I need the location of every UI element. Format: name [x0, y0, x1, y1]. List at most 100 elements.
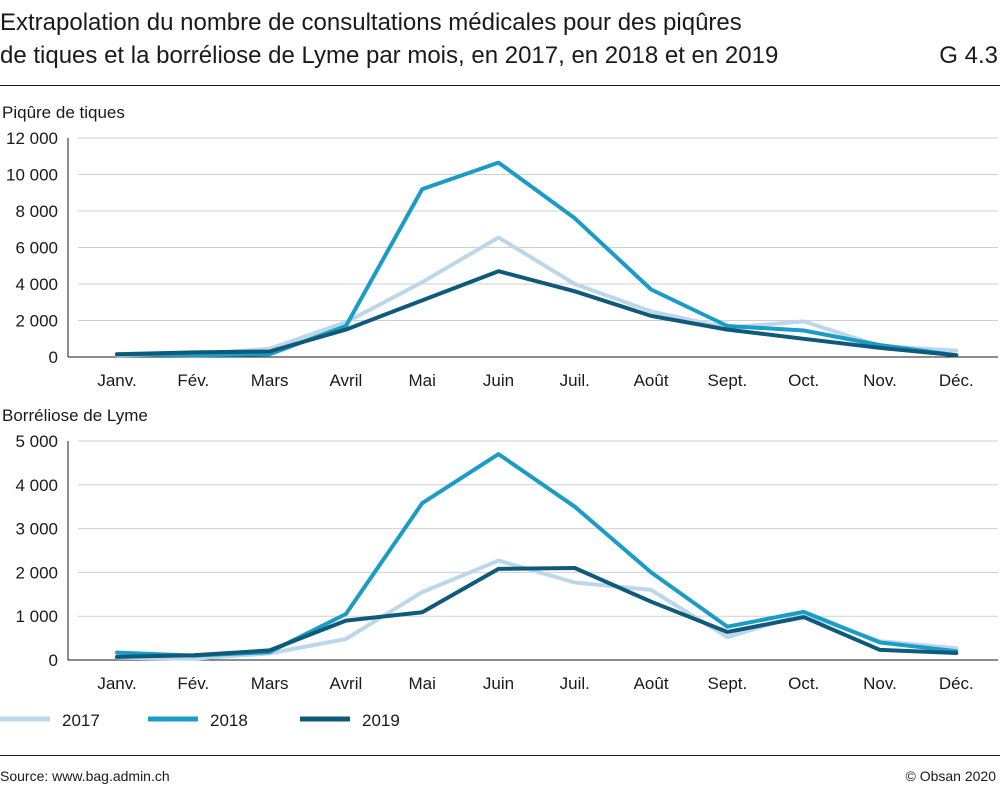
panel-title-tick-bites: Piqûre de tiques: [2, 103, 125, 122]
data-point-2018-aout: [650, 571, 652, 574]
data-point-2017-oct: [802, 320, 805, 323]
x-tick-label-oct: Oct.: [788, 371, 819, 390]
data-point-2018-mai: [421, 502, 424, 504]
data-point-2019-nov: [879, 347, 881, 349]
y-tick-label: 1 000: [15, 607, 58, 626]
data-point-2019-mai: [421, 299, 424, 302]
data-point-2019-sept: [726, 328, 729, 331]
legend-label-2018: 2018: [210, 711, 248, 730]
bottom-rule: [0, 755, 1000, 756]
data-point-2017-sept: [726, 636, 729, 639]
x-tick-label-mars: Mars: [251, 674, 289, 693]
data-point-2017-mai: [421, 281, 424, 283]
x-tick-label-dec: Déc.: [939, 674, 974, 693]
data-point-2018-juil: [574, 217, 576, 220]
panel-tick-bites: 0 2 000 4 000 6 000 8 000 10 000 12 000 Janv. Fé…: [6, 129, 998, 390]
y-tick-label: 2 000: [15, 563, 58, 582]
data-point-2019-avril: [345, 328, 347, 331]
x-tick-label-juin: Juin: [483, 371, 514, 390]
data-point-2019-fev: [192, 654, 195, 656]
y-tick-label: 3 000: [15, 520, 58, 539]
x-tick-label-mars: Mars: [251, 371, 289, 390]
series-line-2019: [115, 566, 959, 659]
data-point-2019-juil: [574, 290, 576, 293]
data-point-2019-janv: [116, 353, 118, 356]
x-tick-label-janv: Janv.: [97, 674, 136, 693]
data-point-2018-avril: [345, 613, 347, 615]
data-point-2019-mars: [268, 350, 271, 353]
x-tick-label-janv: Janv.: [97, 371, 136, 390]
series-line-2017: [115, 558, 959, 661]
data-point-2019-juin: [497, 568, 500, 570]
x-tick-label-aout: Août: [634, 674, 669, 693]
data-point-2019-aout: [650, 315, 652, 317]
x-tick-label-fev: Fév.: [177, 371, 209, 390]
x-tick-label-mai: Mai: [408, 371, 435, 390]
y-tick-label: 5 000: [15, 432, 58, 451]
data-point-2017-mars: [268, 347, 271, 350]
x-tick-label-sept: Sept.: [708, 371, 748, 390]
data-point-2019-janv: [116, 656, 118, 658]
x-tick-label-juil: Juil.: [560, 371, 590, 390]
chart-title-line-1: Extrapolation du nombre de consultations…: [0, 9, 742, 36]
y-tick-label: 4 000: [15, 275, 58, 294]
data-point-2018-aout: [650, 288, 652, 291]
data-point-2017-dec: [955, 647, 958, 649]
copyright-note: © Obsan 2020: [905, 768, 997, 784]
x-tick-label-dec: Déc.: [939, 371, 974, 390]
x-tick-label-juil: Juil.: [560, 674, 590, 693]
series-line-2019: [115, 269, 959, 358]
data-point-2019-nov: [879, 649, 881, 651]
y-tick-label: 10 000: [6, 166, 58, 185]
data-point-2017-juin: [497, 236, 500, 239]
data-point-2019-avril: [345, 619, 347, 622]
data-point-2017-fev: [192, 657, 195, 660]
source-note: Source: www.bag.admin.ch: [0, 768, 170, 784]
legend-label-2019: 2019: [362, 711, 400, 730]
data-point-2019-juil: [574, 567, 576, 569]
x-tick-label-nov: Nov.: [863, 371, 897, 390]
data-point-2019-oct: [802, 337, 805, 340]
y-tick-label: 12 000: [6, 129, 58, 148]
x-tick-label-fev: Fév.: [177, 674, 209, 693]
x-tick-label-mai: Mai: [408, 674, 435, 693]
data-point-2018-juil: [574, 505, 576, 508]
x-tick-label-nov: Nov.: [863, 674, 897, 693]
y-tick-label: 8 000: [15, 202, 58, 221]
chart-title-line-2: de tiques et la borréliose de Lyme par m…: [0, 42, 779, 69]
data-point-2018-juin: [497, 161, 500, 164]
chart-title: Extrapolation du nombre de consultations…: [0, 6, 880, 72]
panel-lyme: 0 1 000 2 000 3 000 4 000 5 000 Janv. Fév. Mars A…: [15, 432, 998, 693]
x-tick-label-aout: Août: [634, 371, 669, 390]
data-point-2018-nov: [879, 344, 881, 346]
data-point-2019-juin: [497, 270, 500, 273]
x-tick-label-oct: Oct.: [788, 674, 819, 693]
data-point-2017-avril: [345, 638, 347, 640]
data-point-2017-juil: [574, 283, 576, 285]
panel-title-lyme: Borréliose de Lyme: [2, 406, 148, 425]
data-point-2018-avril: [345, 325, 347, 327]
legend: 2017 2018 2019: [0, 711, 400, 730]
x-tick-label-sept: Sept.: [708, 674, 748, 693]
top-rule: [0, 85, 1000, 86]
data-point-2019-dec: [955, 652, 958, 654]
data-point-2019-oct: [802, 616, 805, 618]
data-point-2017-juin: [497, 559, 500, 562]
data-point-2018-mai: [421, 188, 424, 190]
legend-label-2017: 2017: [62, 711, 100, 730]
data-point-2019-aout: [650, 600, 652, 603]
series-line-2018: [115, 160, 959, 358]
data-point-2018-nov: [879, 641, 881, 644]
data-point-2019-dec: [955, 354, 958, 356]
data-point-2018-oct: [802, 329, 805, 332]
data-point-2019-mars: [268, 649, 271, 652]
data-point-2018-oct: [802, 611, 805, 613]
data-point-2018-mars: [268, 353, 271, 356]
data-point-2017-aout: [650, 589, 652, 591]
data-point-2019-sept: [726, 631, 729, 633]
data-point-2018-fev: [192, 354, 195, 356]
data-point-2017-mai: [421, 591, 424, 593]
data-point-2017-aout: [650, 310, 652, 313]
y-tick-label: 6 000: [15, 239, 58, 258]
